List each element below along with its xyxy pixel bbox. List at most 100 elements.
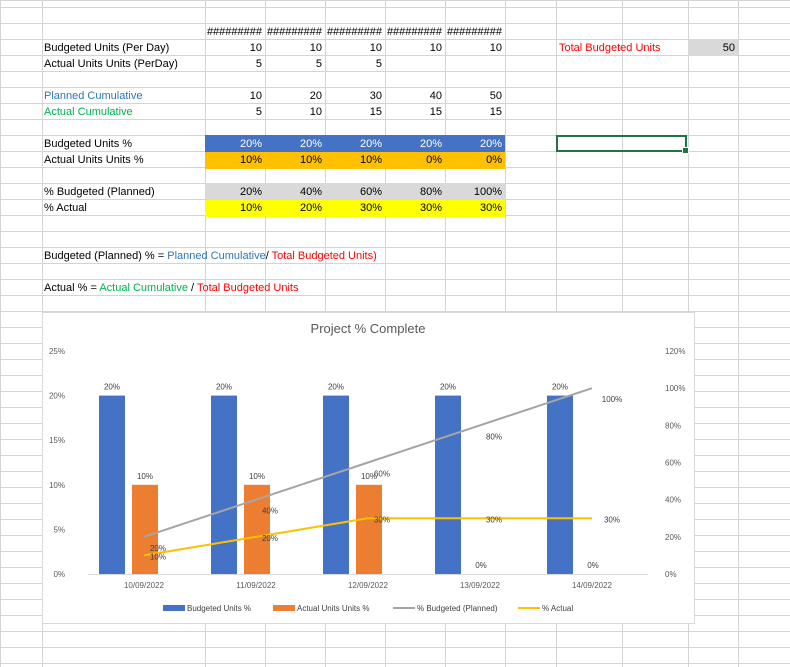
- value-cell[interactable]: 10: [309, 106, 322, 118]
- row-label[interactable]: Budgeted Units (Per Day): [44, 42, 170, 54]
- value-cell[interactable]: 10: [369, 42, 382, 54]
- value-cell[interactable]: 50: [489, 90, 502, 102]
- legend-label: % Actual: [542, 604, 573, 613]
- line-data-label: 30%: [486, 515, 502, 524]
- formula-text: Budgeted (Planned) % =: [44, 250, 168, 262]
- value-cell[interactable]: 10: [249, 42, 262, 54]
- bar-data-label: 0%: [475, 561, 487, 570]
- bar-budgeted: [211, 395, 237, 574]
- x-tick-label: 13/09/2022: [460, 581, 501, 590]
- value-cell[interactable]: 15: [429, 106, 442, 118]
- value-cell[interactable]: 20%: [359, 138, 382, 150]
- value-cell[interactable]: 10%: [239, 154, 262, 166]
- row-label[interactable]: Actual Units Units %: [44, 154, 144, 166]
- row-label[interactable]: Budgeted Units %: [44, 138, 133, 150]
- bar-data-label: 10%: [361, 472, 377, 481]
- formula-note-planned[interactable]: Budgeted (Planned) % = Planned Cumulativ…: [44, 248, 377, 264]
- legend-label: Budgeted Units %: [187, 604, 251, 613]
- value-cell[interactable]: 10%: [299, 154, 322, 166]
- value-cell[interactable]: 10: [489, 42, 502, 54]
- value-cell[interactable]: 0%: [426, 154, 442, 166]
- bar-budgeted: [435, 395, 461, 574]
- value-cell[interactable]: 20%: [479, 138, 502, 150]
- value-cell[interactable]: 20: [309, 90, 322, 102]
- line-planned: [143, 387, 593, 538]
- bar-data-label: 0%: [587, 561, 599, 570]
- value-cell[interactable]: 5: [375, 58, 382, 70]
- y-right-tick-label: 120%: [665, 347, 685, 356]
- formula-text-red: Total Budgeted Units): [271, 250, 377, 262]
- row-label[interactable]: Planned Cumulative: [44, 90, 143, 102]
- value-cell[interactable]: 100%: [473, 186, 502, 198]
- value-cell[interactable]: 20%: [419, 138, 442, 150]
- date-header-cell[interactable]: #########: [326, 26, 382, 38]
- project-complete-chart[interactable]: Project % Complete 0% 5% 10% 15% 20% 25% 0% 20% 4…: [42, 312, 695, 624]
- row-label[interactable]: % Actual: [44, 202, 87, 214]
- value-cell[interactable]: [385, 56, 445, 72]
- date-header-cell[interactable]: #########: [386, 26, 442, 38]
- value-cell[interactable]: [445, 56, 505, 72]
- total-budgeted-value[interactable]: 50: [722, 42, 735, 54]
- value-cell[interactable]: 20%: [239, 186, 262, 198]
- line-data-label: 100%: [602, 395, 622, 404]
- value-cell[interactable]: 20%: [299, 202, 322, 214]
- line-data-label: 40%: [262, 507, 278, 516]
- value-cell[interactable]: 5: [255, 58, 262, 70]
- line-actual: [143, 517, 592, 557]
- line-data-label: 60%: [374, 470, 390, 479]
- value-cell[interactable]: 10: [309, 42, 322, 54]
- bar-data-label: 20%: [440, 383, 456, 392]
- value-cell[interactable]: 15: [369, 106, 382, 118]
- value-cell[interactable]: 0%: [486, 154, 502, 166]
- value-cell[interactable]: 30%: [479, 202, 502, 214]
- date-header-cell[interactable]: #########: [266, 26, 322, 38]
- x-tick-label: 12/09/2022: [348, 581, 389, 590]
- selected-cell[interactable]: [556, 135, 689, 154]
- y-right-tick-label: 40%: [665, 496, 681, 505]
- date-header-cell[interactable]: #########: [206, 26, 262, 38]
- y-right-tick-label: 100%: [665, 384, 685, 393]
- value-cell[interactable]: 30%: [419, 202, 442, 214]
- line-data-label: 30%: [374, 515, 390, 524]
- row-label[interactable]: % Budgeted (Planned): [44, 186, 155, 198]
- bar-budgeted: [547, 395, 573, 574]
- y-left-tick-label: 15%: [49, 436, 65, 445]
- line-data-label: 20%: [150, 544, 166, 553]
- value-cell[interactable]: 30%: [359, 202, 382, 214]
- bar-budgeted: [99, 395, 125, 574]
- y-right-tick-label: 20%: [665, 533, 681, 542]
- value-cell[interactable]: 10: [249, 90, 262, 102]
- value-cell[interactable]: 80%: [419, 186, 442, 198]
- value-cell[interactable]: 5: [255, 106, 262, 118]
- bar-budgeted: [323, 395, 349, 574]
- line-data-label: 30%: [604, 515, 620, 524]
- total-value-fill: [688, 39, 738, 56]
- bar-data-label: 20%: [328, 383, 344, 392]
- row-label[interactable]: Actual Cumulative: [44, 106, 133, 118]
- budgeted-pct-fill: [205, 135, 505, 152]
- value-cell[interactable]: 15: [489, 106, 502, 118]
- value-cell[interactable]: 40: [429, 90, 442, 102]
- x-tick-label: 10/09/2022: [124, 581, 165, 590]
- value-cell[interactable]: 10%: [359, 154, 382, 166]
- y-right-tick-label: 0%: [665, 570, 677, 579]
- date-header-cell[interactable]: #########: [446, 26, 502, 38]
- x-tick-label: 11/09/2022: [236, 581, 276, 590]
- total-budgeted-label[interactable]: Total Budgeted Units: [559, 42, 661, 54]
- formula-text-blue: Planned Cumulative: [167, 250, 266, 262]
- value-cell[interactable]: 40%: [299, 186, 322, 198]
- fill-handle[interactable]: [682, 147, 689, 154]
- value-cell[interactable]: 10%: [239, 202, 262, 214]
- bar-actual: [244, 484, 270, 574]
- value-cell[interactable]: 5: [315, 58, 322, 70]
- bar-data-label: 20%: [104, 383, 120, 392]
- row-label[interactable]: Actual Units Units (PerDay): [44, 58, 178, 70]
- value-cell[interactable]: 20%: [299, 138, 322, 150]
- value-cell[interactable]: 30: [369, 90, 382, 102]
- actual-pct-fill: [205, 152, 505, 169]
- value-cell[interactable]: 10: [429, 42, 442, 54]
- bar-actual: [356, 484, 382, 574]
- formula-note-actual[interactable]: Actual % = Actual Cumulative / Total Bud…: [44, 280, 299, 296]
- value-cell[interactable]: 60%: [359, 186, 382, 198]
- value-cell[interactable]: 20%: [239, 138, 262, 150]
